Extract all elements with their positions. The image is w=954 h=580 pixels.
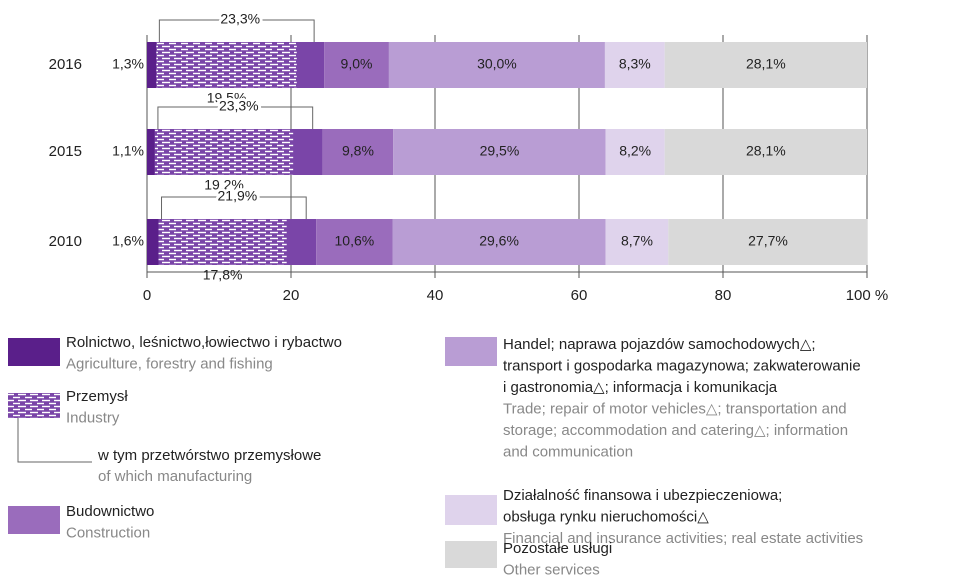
category-label: 2016	[49, 56, 82, 73]
legend-label: Pozostałe usługi	[503, 540, 612, 557]
bar-segment-manufacturing	[156, 42, 297, 88]
value-label: 8,2%	[619, 143, 651, 159]
value-label: 10,6%	[335, 233, 375, 249]
legend-swatch	[445, 495, 497, 525]
value-label: 9,0%	[341, 56, 373, 72]
legend-bracket	[17, 418, 92, 463]
bar-segment	[316, 219, 393, 265]
bar-segment-manufacturing	[158, 219, 287, 265]
legend-swatch	[8, 393, 60, 418]
legend-label-en: of which manufacturing	[98, 468, 252, 485]
bar-segment	[664, 42, 867, 88]
legend-label-en: Other services	[503, 561, 600, 575]
legend-label: transport i gospodarka magazynowa; zakwa…	[503, 357, 861, 374]
x-tick-label: 40	[427, 287, 444, 304]
value-label: 21,9%	[218, 188, 258, 204]
manufacturing-label: 19,5%	[207, 90, 247, 106]
manufacturing-label: 17,8%	[203, 267, 243, 283]
legend-label: w tym przetwórstwo przemysłowe	[97, 447, 321, 464]
bar-segment	[668, 219, 868, 265]
legend-swatch	[445, 337, 497, 366]
category-label: 2010	[49, 233, 82, 250]
value-label: 30,0%	[477, 56, 517, 72]
value-label: 28,1%	[746, 143, 786, 159]
value-label: 8,3%	[619, 56, 651, 72]
legend-label-en: Financial and insurance activities; real…	[503, 530, 863, 547]
value-label: 27,7%	[748, 233, 788, 249]
legend-label: i gastronomia△; informacja i komunikacja	[503, 379, 778, 396]
x-tick-label: 20	[283, 287, 300, 304]
value-label: 23,3%	[220, 11, 260, 27]
value-label: 8,7%	[621, 233, 653, 249]
bar-segment	[604, 42, 665, 88]
bar-segment	[388, 42, 605, 88]
category-label: 2015	[49, 143, 82, 160]
legend-label-en: Trade; repair of motor vehicles△; transp…	[503, 400, 847, 417]
value-label: 1,6%	[112, 233, 144, 249]
value-label: 1,1%	[112, 143, 144, 159]
bar-segment-manufacturing	[154, 129, 294, 175]
bar-segment	[322, 129, 394, 175]
legend-label-en: and communication	[503, 443, 633, 460]
bar-segment	[147, 129, 155, 175]
legend-label-en: Construction	[66, 524, 150, 541]
legend-label-en: storage; accommodation and catering△; in…	[503, 422, 848, 439]
manufacturing-label: 19,2%	[204, 177, 244, 193]
legend-swatch	[445, 541, 497, 568]
legend-swatch	[8, 506, 60, 534]
bar-segment	[393, 129, 606, 175]
bar-segment	[605, 219, 669, 265]
x-tick-label: 100 %	[846, 287, 889, 304]
bracket	[161, 196, 307, 219]
x-tick-label: 60	[571, 287, 588, 304]
value-label: 23,3%	[219, 98, 259, 114]
legend-label: Handel; naprawa pojazdów samochodowych△;	[503, 336, 816, 353]
value-label: 29,6%	[479, 233, 519, 249]
bar-segment	[605, 129, 665, 175]
bracket	[158, 19, 315, 42]
bar-segment	[324, 42, 389, 88]
value-label: 1,3%	[112, 56, 144, 72]
bar-segment	[392, 219, 606, 265]
legend-label: Rolnictwo, leśnictwo,łowiectwo i rybactw…	[66, 334, 342, 351]
x-tick-label: 80	[715, 287, 732, 304]
value-label: 29,5%	[480, 143, 520, 159]
legend-swatch	[8, 338, 60, 366]
bracket	[157, 106, 314, 129]
legend-label: Działalność finansowa i ubezpieczeniowa;	[503, 487, 782, 504]
bar-segment	[147, 42, 157, 88]
value-label: 9,8%	[342, 143, 374, 159]
bar-segment	[664, 129, 867, 175]
legend-label-en: Industry	[66, 409, 120, 426]
legend-label-en: Agriculture, forestry and fishing	[66, 355, 273, 372]
value-label: 28,1%	[746, 56, 786, 72]
bar-segment	[147, 219, 159, 265]
legend-label: Budownictwo	[66, 503, 154, 520]
legend-label: Przemysł	[66, 388, 128, 405]
legend-label: obsługa rynku nieruchomości△	[503, 508, 709, 525]
x-tick-label: 0	[143, 287, 151, 304]
